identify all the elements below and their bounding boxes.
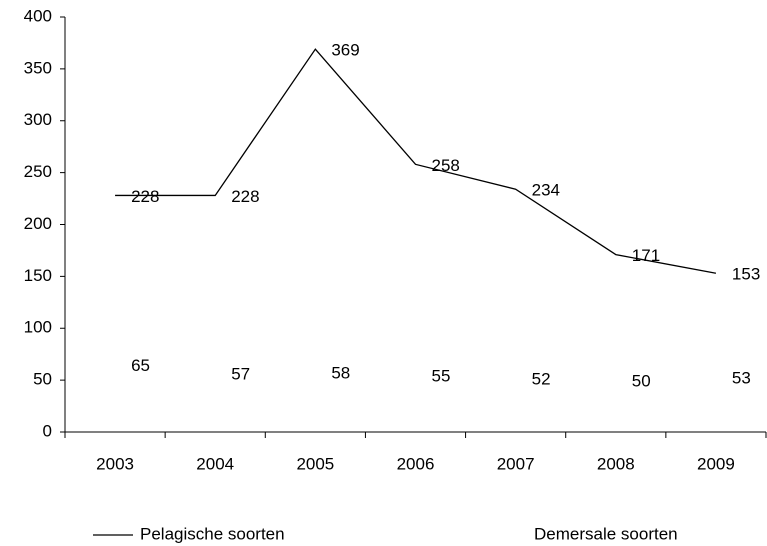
data-label: 153 xyxy=(732,265,760,284)
y-tick-label: 350 xyxy=(24,58,52,77)
y-tick-label: 50 xyxy=(33,370,52,389)
data-label: 50 xyxy=(632,372,651,391)
x-tick-label: 2004 xyxy=(196,454,234,473)
x-tick-label: 2006 xyxy=(397,454,435,473)
legend-label: Pelagische soorten xyxy=(140,524,285,543)
series-line xyxy=(115,363,716,381)
x-tick-label: 2005 xyxy=(296,454,334,473)
x-tick-label: 2007 xyxy=(497,454,535,473)
data-label: 65 xyxy=(131,356,150,375)
data-label: 228 xyxy=(131,187,159,206)
data-label: 258 xyxy=(432,156,460,175)
data-label: 57 xyxy=(231,364,250,383)
data-label: 53 xyxy=(732,368,751,387)
y-tick-label: 0 xyxy=(43,421,52,440)
data-label: 228 xyxy=(231,187,259,206)
x-tick-label: 2009 xyxy=(697,454,735,473)
series-line xyxy=(115,48,717,274)
y-tick-label: 400 xyxy=(24,6,52,25)
y-tick-label: 150 xyxy=(24,266,52,285)
data-label: 52 xyxy=(532,370,551,389)
y-tick-label: 100 xyxy=(24,318,52,337)
data-label: 58 xyxy=(331,363,350,382)
data-label: 234 xyxy=(532,181,560,200)
y-tick-label: 250 xyxy=(24,162,52,181)
x-tick-label: 2008 xyxy=(597,454,635,473)
data-label: 369 xyxy=(331,41,359,60)
x-tick-label: 2003 xyxy=(96,454,134,473)
data-label: 55 xyxy=(432,366,451,385)
legend-label: Demersale soorten xyxy=(534,524,678,543)
y-tick-label: 300 xyxy=(24,110,52,129)
data-label: 171 xyxy=(632,246,660,265)
y-tick-label: 200 xyxy=(24,214,52,233)
